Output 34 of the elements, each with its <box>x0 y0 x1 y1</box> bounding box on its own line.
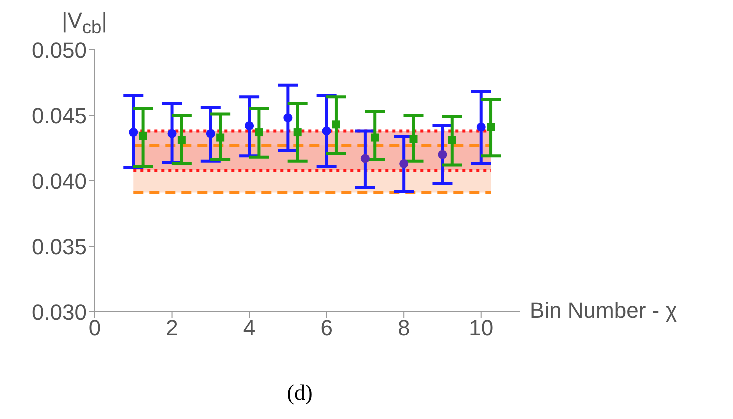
x-axis-title: Bin Number - χ <box>530 298 678 324</box>
point <box>322 126 332 136</box>
point <box>448 136 456 144</box>
point <box>400 159 409 168</box>
point <box>284 114 293 123</box>
point <box>206 129 216 138</box>
x-tick-label: 10 <box>469 316 494 341</box>
point <box>332 120 340 129</box>
x-tick-label: 6 <box>320 316 333 341</box>
x-tick-label: 4 <box>243 316 256 341</box>
y-tick-label: 0.035 <box>32 234 87 260</box>
point <box>487 123 496 132</box>
point <box>476 122 486 132</box>
point <box>168 129 177 138</box>
point <box>129 128 138 138</box>
point <box>245 121 254 130</box>
y-axis-title: |V$_{cb}$| <box>62 8 108 38</box>
y-tick-label: 0.040 <box>32 168 87 194</box>
point <box>255 128 264 137</box>
y-tick-label: 0.050 <box>32 38 87 63</box>
x-tick-label: 8 <box>398 316 410 341</box>
point <box>410 135 418 144</box>
point <box>360 154 370 164</box>
text: (d) <box>286 380 314 406</box>
point <box>294 128 302 137</box>
point <box>216 134 225 142</box>
y-tick-label: 0.045 <box>32 103 87 128</box>
x-tick-label: 2 <box>166 316 178 341</box>
point <box>139 132 148 140</box>
x-tick-label: 0 <box>88 316 102 341</box>
point <box>438 150 448 160</box>
point <box>178 136 186 144</box>
point <box>371 134 380 142</box>
y-tick-label: 0.030 <box>32 300 87 325</box>
